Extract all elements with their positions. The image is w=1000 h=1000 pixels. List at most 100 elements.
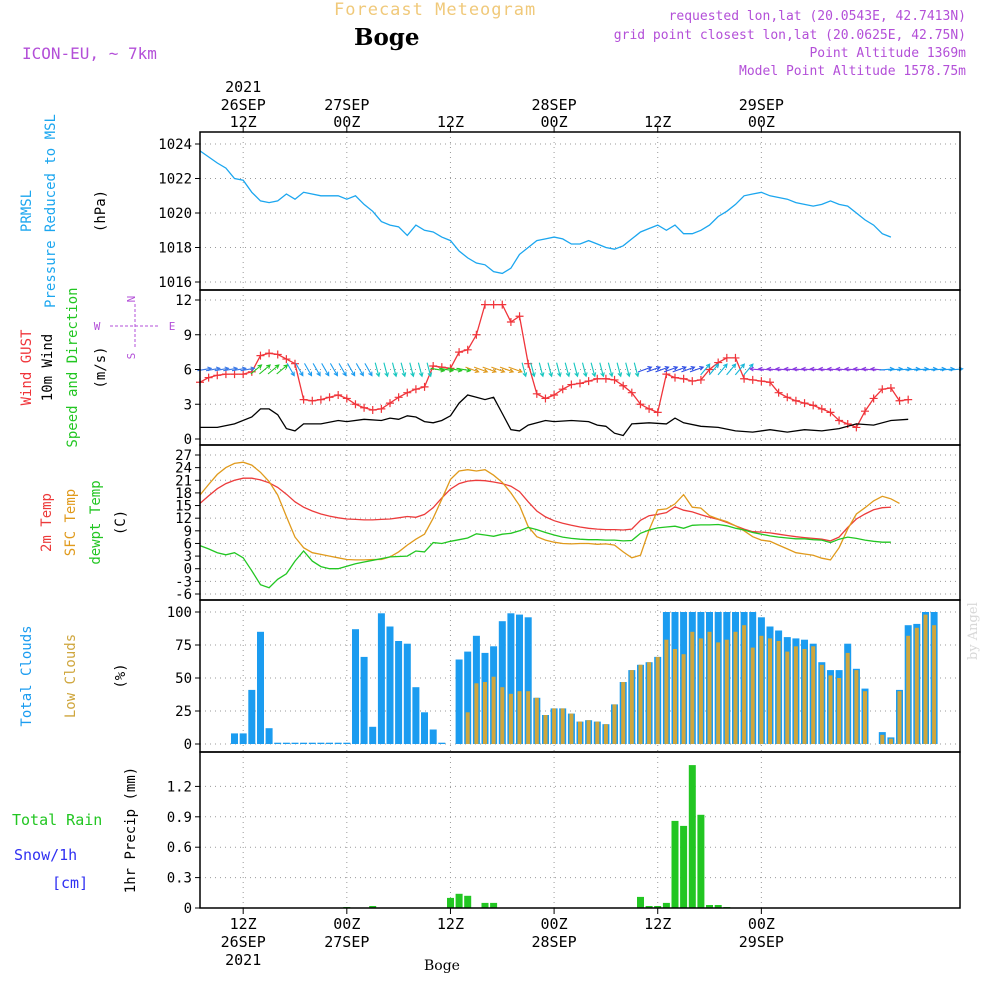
data-point: [567, 380, 576, 389]
y-axis-label: (m/s): [93, 346, 109, 388]
bar: [724, 639, 729, 744]
wind-arrow: [374, 362, 381, 378]
y-tick-label: 1016: [158, 275, 192, 291]
wind-arrow: [286, 363, 295, 377]
footer-station: Boge: [424, 958, 460, 974]
bar: [239, 733, 247, 744]
data-point: [489, 300, 498, 309]
data-point: [455, 348, 464, 357]
wind-arrow: [843, 366, 860, 372]
y-tick-label: 3: [184, 397, 192, 413]
bar: [837, 678, 842, 744]
bar: [880, 734, 885, 744]
x-date-label-top: 27SEP: [324, 96, 369, 114]
wind-arrow: [708, 363, 720, 376]
wind-arrow: [766, 366, 782, 372]
data-point: [757, 377, 766, 386]
data-point: [679, 374, 688, 383]
y-tick-label: 0: [184, 737, 192, 753]
data-point: [481, 300, 489, 309]
data-point: [688, 377, 697, 386]
bar: [412, 687, 420, 744]
bar: [326, 742, 333, 744]
data-point: [696, 375, 705, 384]
data-point: [584, 377, 593, 386]
compass-n: N: [125, 296, 138, 303]
bar: [569, 713, 574, 744]
wind-arrow: [663, 365, 679, 373]
data-point: [558, 385, 567, 394]
wind-arrow: [774, 366, 790, 372]
wind-arrow: [276, 364, 289, 375]
wind-arrow: [295, 363, 304, 377]
y-axis-label: Total Clouds: [19, 625, 35, 726]
wind-arrow: [726, 363, 737, 376]
data-point: [498, 300, 507, 309]
bar: [742, 625, 747, 744]
data-point: [722, 353, 731, 362]
data-point: [550, 390, 559, 399]
wind-arrow: [818, 366, 834, 372]
bar: [654, 906, 662, 908]
wind-arrow: [852, 366, 868, 372]
bar: [645, 906, 653, 908]
bar: [629, 670, 634, 744]
panel-2: [110, 289, 964, 446]
compass-s: S: [125, 353, 138, 360]
y-tick-label: 9: [184, 524, 192, 540]
station-name: Boge: [354, 24, 420, 51]
y-tick-label: 21: [175, 473, 192, 489]
wind-arrow: [581, 362, 588, 378]
y-axis-label: Pressure Reduced to MSL: [43, 114, 59, 308]
data-point: [783, 393, 792, 402]
wind-arrow: [743, 363, 754, 376]
data-point: [748, 375, 757, 384]
bar: [680, 825, 688, 908]
bar: [464, 895, 472, 908]
bar: [638, 664, 643, 744]
data-point: [627, 388, 636, 397]
grid-point-coords: grid point closest lon,lat (20.0625E, 42…: [613, 28, 966, 43]
data-point: [645, 404, 654, 413]
y-tick-label: 0.6: [167, 840, 192, 856]
wind-arrow: [564, 362, 571, 378]
wind-arrow: [391, 362, 398, 378]
y-tick-label: 27: [175, 448, 192, 464]
data-point: [817, 404, 826, 413]
bar: [455, 659, 463, 744]
bar: [369, 726, 377, 744]
bar: [257, 631, 264, 744]
wind-arrow: [521, 362, 528, 378]
x-date-label-bottom: 28SEP: [532, 933, 577, 951]
data-point: [886, 384, 895, 393]
data-point: [904, 395, 913, 404]
wind-arrow: [482, 366, 497, 374]
bar: [248, 689, 256, 744]
wind-arrow: [355, 363, 364, 377]
data-point: [800, 399, 809, 408]
y-tick-label: 12: [175, 511, 192, 527]
data-point: [308, 396, 317, 405]
y-tick-label: 50: [175, 671, 192, 687]
bar: [578, 721, 582, 744]
wind-arrow: [364, 363, 373, 377]
panel-4: [195, 599, 961, 753]
data-point: [325, 393, 334, 402]
x-date-label-bottom: 29SEP: [739, 933, 784, 951]
wind-arrow: [508, 366, 523, 374]
bar: [647, 662, 652, 744]
data-point: [265, 349, 274, 358]
bar: [914, 627, 919, 744]
bar: [543, 715, 548, 744]
data-point: [472, 330, 481, 339]
data-point: [282, 355, 291, 364]
bar: [785, 651, 790, 744]
bar: [759, 635, 764, 744]
bar: [231, 733, 238, 744]
bar: [802, 649, 807, 744]
x-tick-label-bottom: 12Z: [437, 915, 464, 933]
wind-arrow: [757, 366, 773, 372]
wind-arrow: [426, 362, 433, 378]
data-point: [291, 359, 299, 368]
